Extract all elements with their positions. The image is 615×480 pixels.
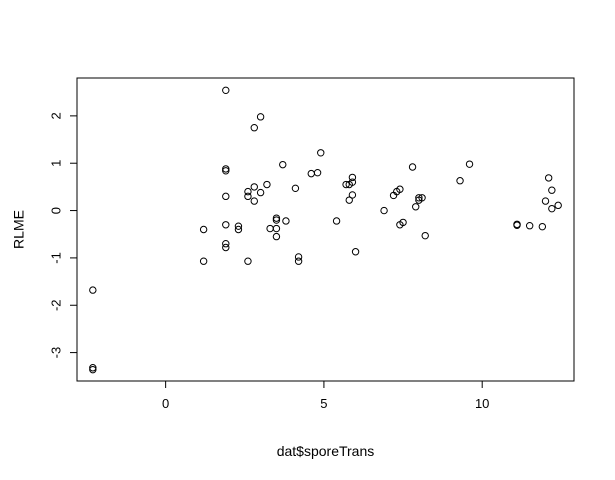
data-point [234, 222, 243, 230]
data-point [222, 192, 230, 201]
x-axis: 0 5 10 [162, 380, 489, 411]
data-point [222, 86, 230, 95]
data-point [294, 257, 303, 265]
data-point [541, 197, 550, 205]
data-point [291, 184, 300, 193]
data-point [415, 194, 423, 202]
data-point [256, 188, 265, 197]
data-point [396, 185, 404, 193]
data-point [222, 165, 230, 173]
plot-frame [76, 77, 575, 382]
data-point [412, 203, 420, 211]
y-tick-label: -1 [48, 252, 63, 264]
data-point [548, 186, 556, 194]
data-point [244, 257, 252, 265]
data-point [399, 218, 407, 227]
data-point [272, 216, 281, 224]
data-point [554, 201, 562, 210]
data-point [317, 149, 325, 157]
data-point [421, 231, 429, 240]
x-tick-label: 5 [320, 396, 327, 411]
data-point [222, 240, 230, 248]
data-point [332, 217, 341, 225]
data-point [250, 183, 258, 191]
x-tick-label: 0 [162, 396, 169, 411]
data-point [348, 178, 357, 186]
data-points [89, 86, 562, 374]
data-point [272, 232, 281, 241]
data-point [250, 124, 258, 132]
y-tick-label: 1 [48, 160, 63, 167]
data-point [465, 160, 474, 168]
data-point [513, 221, 521, 229]
data-point [380, 206, 388, 215]
data-point [89, 286, 97, 294]
data-point [313, 168, 322, 177]
data-point [456, 177, 464, 185]
data-point [282, 217, 290, 225]
data-point [266, 224, 274, 233]
data-point [256, 113, 265, 121]
data-point [222, 221, 230, 229]
data-point [408, 163, 417, 171]
data-point [250, 197, 258, 205]
data-point [294, 253, 303, 261]
data-point [272, 214, 281, 222]
y-axis-label: RLME [11, 210, 27, 249]
data-point [345, 196, 353, 204]
data-point [199, 225, 208, 234]
data-point [525, 222, 534, 230]
data-point [538, 222, 547, 231]
data-point [263, 180, 271, 189]
data-point [342, 180, 350, 189]
data-point [279, 160, 287, 169]
data-point [548, 204, 556, 213]
data-point [544, 174, 553, 182]
data-point [222, 167, 230, 175]
data-point [348, 173, 357, 182]
data-point [89, 365, 97, 374]
data-point [222, 243, 230, 252]
x-axis-label: dat$sporeTrans [277, 443, 375, 459]
data-point [272, 224, 281, 233]
data-point [351, 248, 360, 256]
y-tick-label: 0 [48, 207, 63, 214]
data-point [234, 225, 243, 234]
data-point [244, 192, 252, 201]
y-tick-label: 2 [48, 112, 63, 119]
data-point [89, 364, 97, 372]
x-tick-label: 10 [475, 396, 489, 411]
data-point [307, 169, 315, 178]
y-tick-label: -3 [48, 347, 63, 359]
data-point [199, 257, 208, 265]
data-point [348, 191, 357, 199]
data-point [244, 187, 252, 196]
y-axis: -3 -2 -1 0 1 2 [48, 112, 78, 359]
data-point [418, 194, 426, 202]
y-tick-label: -2 [48, 299, 63, 311]
